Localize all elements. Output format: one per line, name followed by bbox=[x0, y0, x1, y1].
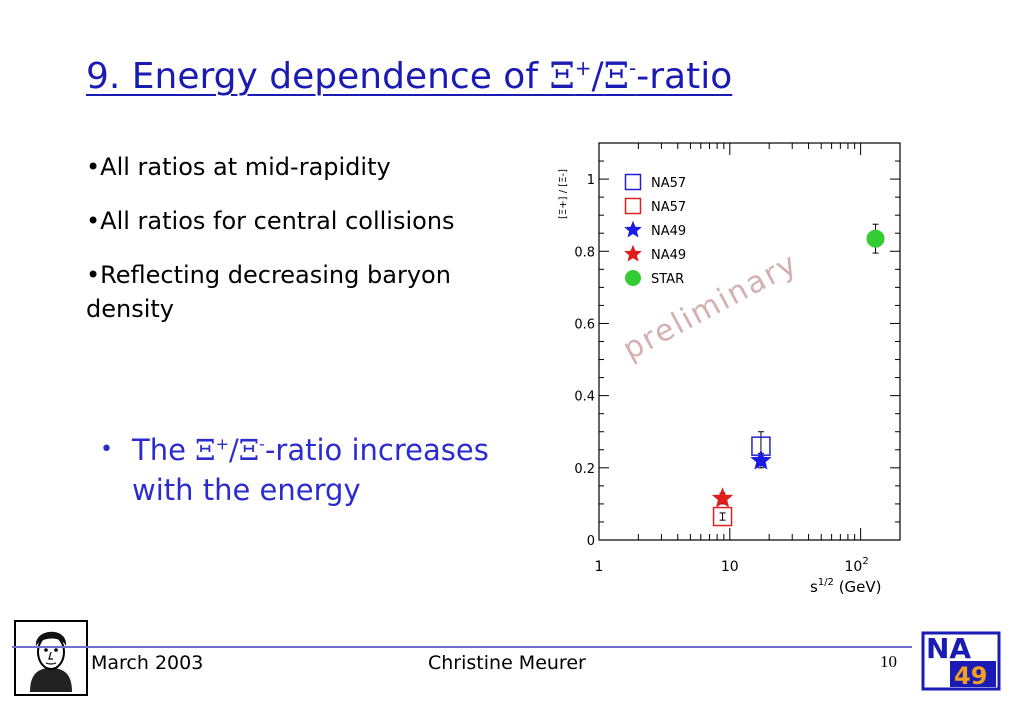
title-xi-plus: Ξ bbox=[549, 56, 575, 97]
y-tick-label: 1 bbox=[587, 173, 595, 188]
title-prefix: 9. Energy dependence of bbox=[86, 56, 550, 97]
data-point bbox=[750, 449, 772, 470]
title-suffix: -ratio bbox=[636, 56, 733, 97]
data-point bbox=[712, 506, 733, 527]
conclusion-xi-minus: Ξ bbox=[238, 433, 260, 467]
title-slash: / bbox=[591, 56, 604, 97]
footer-divider bbox=[12, 646, 912, 648]
x-tick-label: 102 bbox=[845, 556, 869, 575]
na49-logo: NA 49 bbox=[921, 631, 1001, 691]
data-point bbox=[711, 487, 734, 508]
bullet-list: •All ratios at mid-rapidity •All ratios … bbox=[86, 150, 536, 346]
title-xi-minus: Ξ bbox=[603, 56, 630, 97]
conclusion-prefix: The bbox=[132, 433, 196, 467]
bullet-dot: • bbox=[100, 437, 113, 462]
legend-label: STAR bbox=[651, 272, 684, 287]
bullet-item: •All ratios at mid-rapidity bbox=[86, 153, 391, 181]
legend-label: NA49 bbox=[651, 248, 686, 263]
x-axis-label: s1/2 (GeV) bbox=[810, 577, 882, 596]
x-tick-label: 10 bbox=[721, 559, 739, 575]
conclusion-xi-plus: Ξ bbox=[195, 433, 216, 467]
legend-marker bbox=[624, 244, 642, 262]
legend-label: NA57 bbox=[651, 200, 686, 215]
data-point bbox=[866, 229, 885, 248]
conclusion-text: The Ξ+/Ξ--ratio increases with the energ… bbox=[132, 430, 492, 510]
bullet-item: •All ratios for central collisions bbox=[86, 207, 455, 235]
footer-date: March 2003 bbox=[91, 652, 204, 674]
logo-49-text: 49 bbox=[954, 662, 987, 690]
legend-label: NA49 bbox=[651, 224, 686, 239]
title-sup-minus: - bbox=[629, 56, 637, 80]
ratio-chart: 0 0.2 0.4 0.6 0.8 1 1 10 102 s1/2 (GeV) [Ξ+] / [Ξ-… bbox=[558, 142, 901, 596]
y-tick-label: 0.2 bbox=[574, 462, 595, 477]
y-tick-label: 0 bbox=[587, 534, 595, 549]
y-tick-label: 0.4 bbox=[574, 390, 595, 405]
slide-title: 9. Energy dependence of Ξ+/Ξ--ratio bbox=[86, 56, 732, 97]
legend-marker bbox=[624, 197, 642, 215]
y-tick-label: 0.6 bbox=[574, 317, 595, 332]
logo-na-text: NA bbox=[926, 632, 971, 665]
page-number: 10 bbox=[880, 652, 897, 671]
conclusion-suffix: -ratio increases with the energy bbox=[132, 433, 489, 507]
y-axis-label: [Ξ+] / [Ξ-] bbox=[558, 169, 569, 219]
title-sup-plus: + bbox=[574, 56, 592, 80]
legend-marker bbox=[624, 220, 642, 238]
legend-marker bbox=[625, 270, 641, 286]
conclusion-slash: / bbox=[228, 433, 239, 467]
legend-marker bbox=[624, 173, 642, 191]
portrait-logo bbox=[14, 620, 88, 696]
conclusion-sup-plus: + bbox=[215, 434, 229, 454]
conclusion-sup-minus: - bbox=[259, 434, 265, 454]
preliminary-watermark: preliminary bbox=[617, 246, 804, 367]
footer-author: Christine Meurer bbox=[428, 652, 586, 674]
y-tick-label: 0.8 bbox=[574, 245, 595, 260]
legend-label: NA57 bbox=[651, 176, 686, 191]
bullet-item: •Reflecting decreasing baryon density bbox=[86, 261, 451, 323]
x-tick-label: 1 bbox=[595, 559, 604, 575]
